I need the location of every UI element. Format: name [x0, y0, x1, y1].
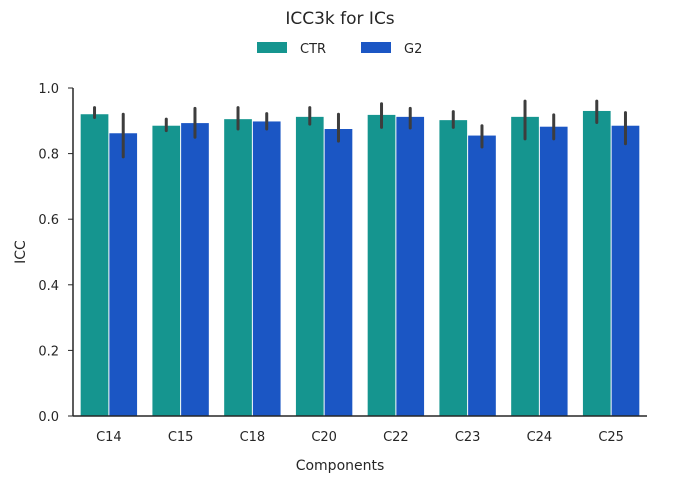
chart-title: ICC3k for ICs — [285, 9, 394, 29]
x-tick-label: C18 — [240, 430, 266, 445]
bar-g2-c15 — [181, 123, 209, 416]
bar-g2-c20 — [324, 129, 353, 416]
y-tick-label: 0.4 — [38, 279, 59, 294]
bar-g2-c24 — [539, 126, 568, 416]
bar-ctr-c18 — [224, 119, 252, 416]
bar-ctr-c23 — [439, 120, 468, 417]
bar-g2-c25 — [611, 125, 640, 416]
y-ticks-group: 0.0 0.2 0.4 0.6 0.8 1.0 — [38, 82, 73, 425]
x-ticks-group: C14 C15 C18 C20 C22 C23 C24 C25 — [96, 430, 624, 445]
y-tick-label: 0.6 — [38, 213, 59, 228]
error-bars-group — [93, 99, 627, 159]
y-tick-label: 0.0 — [38, 410, 59, 425]
legend-swatch-g2 — [361, 42, 391, 53]
y-tick-label: 1.0 — [38, 82, 59, 97]
legend-label-ctr: CTR — [300, 42, 326, 57]
bar-g2-c23 — [468, 135, 496, 416]
x-tick-label: C25 — [598, 430, 624, 445]
bar-ctr-c14 — [80, 114, 109, 417]
bar-g2-c14 — [109, 133, 138, 416]
x-tick-label: C20 — [311, 430, 337, 445]
x-tick-label: C24 — [527, 430, 553, 445]
bar-ctr-c25 — [582, 110, 611, 417]
y-axis-label: ICC — [13, 240, 29, 264]
x-tick-label: C22 — [383, 430, 409, 445]
bar-ctr-c20 — [295, 116, 324, 416]
x-axis-label: Components — [296, 458, 385, 474]
legend: CTR G2 — [257, 42, 422, 57]
y-tick-label: 0.8 — [38, 148, 59, 163]
legend-swatch-ctr — [257, 42, 287, 53]
bar-g2-c22 — [396, 116, 425, 416]
x-tick-label: C23 — [455, 430, 481, 445]
bar-ctr-c22 — [367, 114, 396, 417]
bar-ctr-c15 — [152, 125, 181, 416]
x-tick-label: C15 — [168, 430, 194, 445]
y-tick-label: 0.2 — [38, 344, 59, 359]
legend-label-g2: G2 — [404, 42, 422, 57]
bar-g2-c18 — [252, 121, 281, 417]
bar-ctr-c24 — [511, 116, 539, 416]
x-tick-label: C14 — [96, 430, 122, 445]
bars-group — [80, 110, 640, 417]
